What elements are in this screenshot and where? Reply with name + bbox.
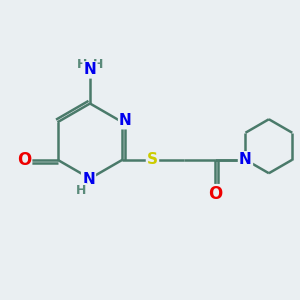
Text: N: N	[84, 62, 96, 77]
Text: H: H	[76, 184, 86, 197]
Text: N: N	[239, 152, 252, 167]
Text: H: H	[93, 58, 103, 71]
Text: O: O	[17, 151, 31, 169]
Text: N: N	[82, 172, 95, 188]
Text: H: H	[76, 58, 87, 71]
Text: N: N	[239, 152, 252, 167]
Text: N: N	[119, 113, 132, 128]
Text: S: S	[147, 152, 158, 167]
Text: O: O	[208, 185, 223, 203]
